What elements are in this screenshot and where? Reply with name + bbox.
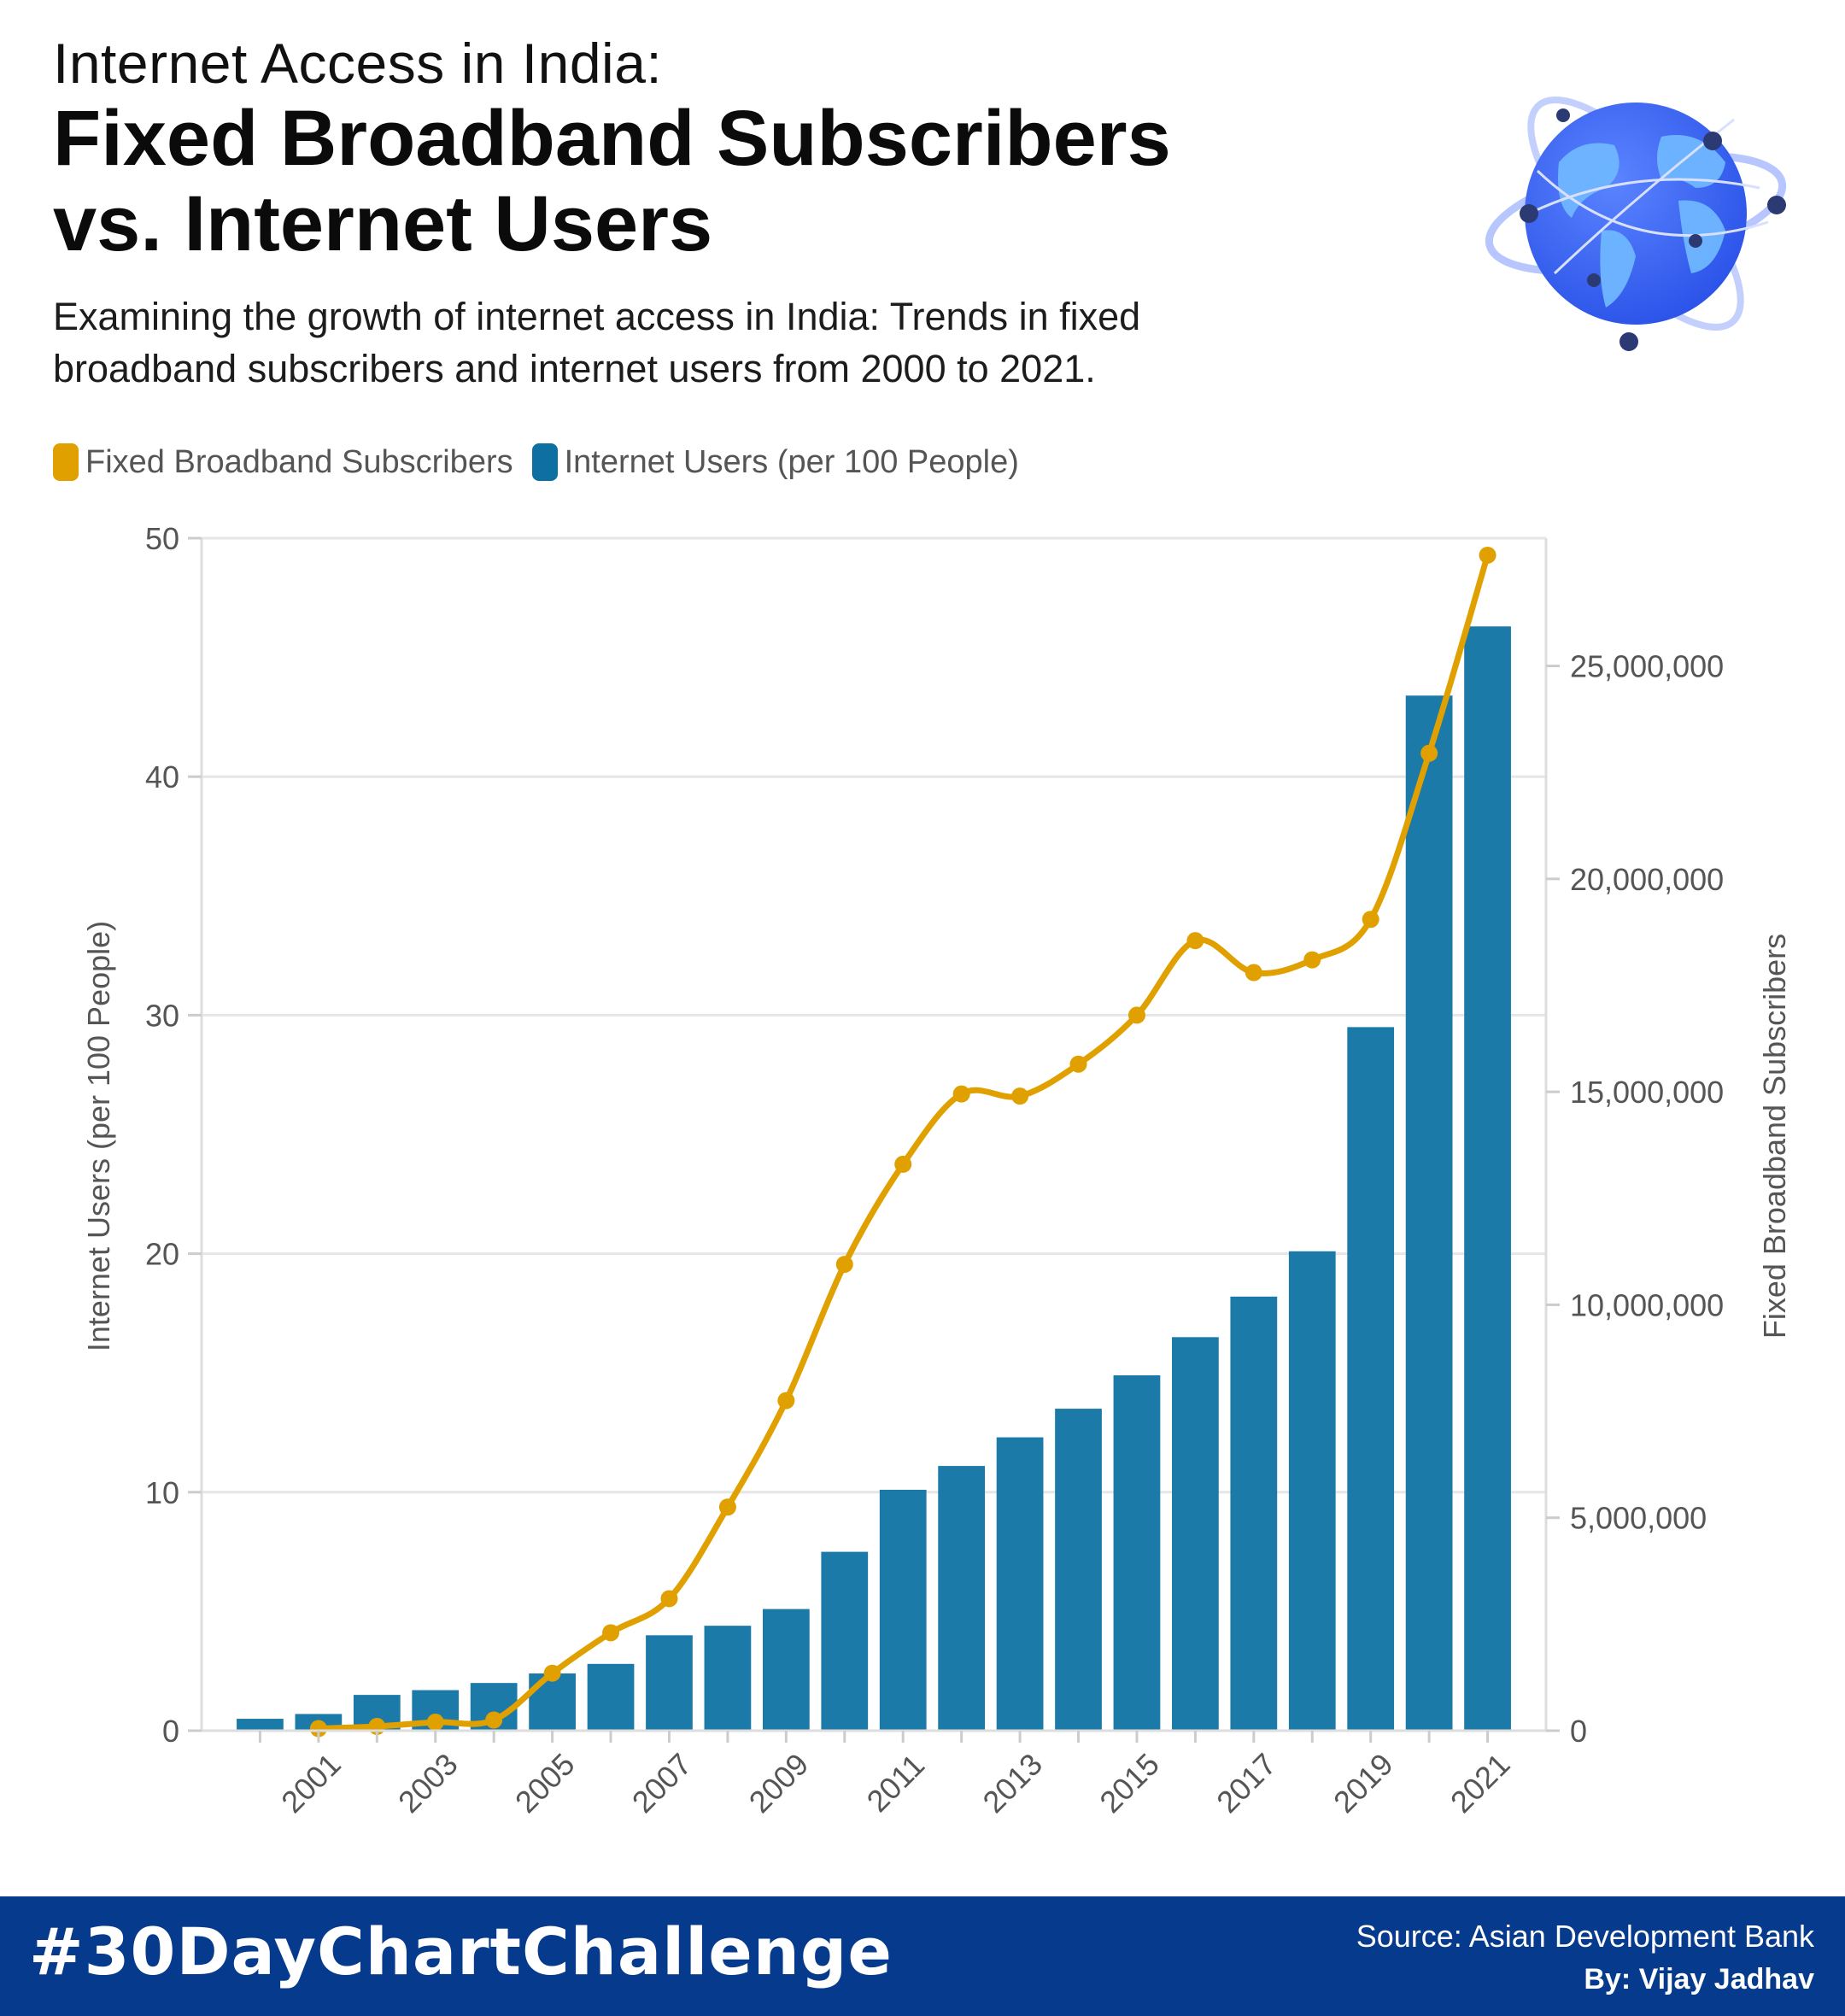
footer-bar: #30DayChartChallenge Source: Asian Devel… [0, 1896, 1845, 2016]
data-point [1420, 744, 1438, 762]
subtitle-line-1: Examining the growth of internet access … [53, 295, 1141, 338]
data-point [309, 1720, 327, 1738]
main-title: Fixed Broadband Subscribers vs. Internet… [53, 96, 1334, 267]
legend-label-internet-users: Internet Users (per 100 People) [564, 443, 1019, 480]
y-right-tick-label: 20,000,000 [1570, 862, 1724, 897]
combo-chart: 0 10 20 30 40 50 0 5,000,000 10,000,000 15,000,00… [81, 521, 1792, 1820]
chart-legend: Fixed Broadband Subscribers Internet Use… [53, 441, 1038, 483]
x-tick-label: 2009 [742, 1746, 816, 1820]
bar [762, 1609, 810, 1731]
gridlines [202, 536, 1546, 1732]
legend-label-broadband: Fixed Broadband Subscribers [85, 443, 513, 480]
subtitle-line-2: broadband subscribers and internet users… [53, 347, 1096, 390]
legend-swatch-broadband [53, 443, 79, 481]
y-left-tick-label: 40 [145, 759, 179, 794]
bar [1464, 626, 1511, 1732]
x-tick-label: 2021 [1444, 1746, 1517, 1820]
y-left-tick-label: 10 [145, 1475, 179, 1510]
bar [879, 1490, 927, 1731]
main-title-line-2: vs. Internet Users [53, 180, 713, 267]
data-point [777, 1392, 795, 1409]
y-right-axis-title: Fixed Broadband Subscribers [1757, 934, 1792, 1339]
data-point [1069, 1055, 1087, 1073]
bar [996, 1437, 1044, 1731]
hashtag: #30DayChartChallenge [29, 1913, 893, 1990]
bar [821, 1551, 869, 1731]
main-title-line-1: Fixed Broadband Subscribers [53, 95, 1171, 182]
x-tick-label: 2015 [1092, 1746, 1166, 1820]
data-point [718, 1498, 736, 1516]
data-point [1011, 1087, 1029, 1105]
bar [1172, 1337, 1219, 1731]
y-left-axis-title: Internet Users (per 100 People) [81, 921, 116, 1351]
data-point [1303, 951, 1321, 969]
data-point [1245, 964, 1262, 982]
bar [1230, 1296, 1278, 1731]
source-credit: Source: Asian Development Bank [1356, 1919, 1814, 1954]
bar [1405, 695, 1453, 1731]
y-left-tick-label: 20 [145, 1237, 179, 1272]
bar [1347, 1027, 1395, 1731]
x-tick-label: 2013 [975, 1746, 1049, 1820]
bar [704, 1626, 752, 1731]
bar-series-internet-users [237, 626, 1511, 1732]
kicker-title: Internet Access in India: [53, 32, 663, 95]
y-right-tick-label: 25,000,000 [1570, 649, 1724, 684]
data-point [426, 1714, 444, 1732]
subtitle: Examining the growth of internet access … [53, 290, 1420, 395]
x-tick-label: 2017 [1210, 1746, 1283, 1820]
data-point [1362, 911, 1379, 929]
author-credit: By: Vijay Jadhav [1584, 1963, 1814, 1995]
bar [529, 1673, 576, 1731]
bar [1288, 1251, 1336, 1731]
data-point [485, 1711, 503, 1729]
x-tick-label: 2005 [508, 1746, 582, 1820]
legend-item-internet-users[interactable]: Internet Users (per 100 People) [531, 443, 1019, 481]
y-left-tick-label: 0 [162, 1714, 179, 1749]
bar [237, 1719, 284, 1731]
y-right-tick-label: 5,000,000 [1570, 1501, 1707, 1536]
y-right-tick-label: 10,000,000 [1570, 1287, 1724, 1322]
x-tick-label: 2007 [625, 1746, 699, 1820]
y-right-tick-label: 0 [1570, 1714, 1587, 1749]
data-point [602, 1624, 620, 1642]
y-left-tick-label: 30 [145, 998, 179, 1033]
x-tick-label: 2019 [1327, 1746, 1400, 1820]
data-point [1479, 546, 1496, 564]
data-point [660, 1590, 678, 1608]
bar [1113, 1374, 1161, 1731]
globe-icon [1485, 97, 1787, 351]
x-tick-label: 2003 [391, 1746, 465, 1820]
bar [646, 1635, 693, 1731]
data-point [952, 1085, 970, 1103]
data-point [894, 1155, 912, 1173]
data-point [835, 1256, 853, 1274]
data-point [543, 1664, 561, 1682]
x-tick-label: 2011 [860, 1747, 932, 1819]
bar [1055, 1409, 1102, 1731]
y-left-tick-label: 50 [145, 521, 179, 556]
line-series-broadband [309, 546, 1496, 1738]
bar [938, 1466, 986, 1731]
y-right-tick-label: 15,000,000 [1570, 1075, 1724, 1110]
data-point [1128, 1006, 1145, 1024]
data-point [1186, 932, 1204, 950]
x-tick-label: 2001 [274, 1746, 348, 1820]
bar [587, 1663, 635, 1731]
legend-item-broadband[interactable]: Fixed Broadband Subscribers [53, 443, 513, 481]
legend-swatch-internet-users [531, 443, 558, 481]
